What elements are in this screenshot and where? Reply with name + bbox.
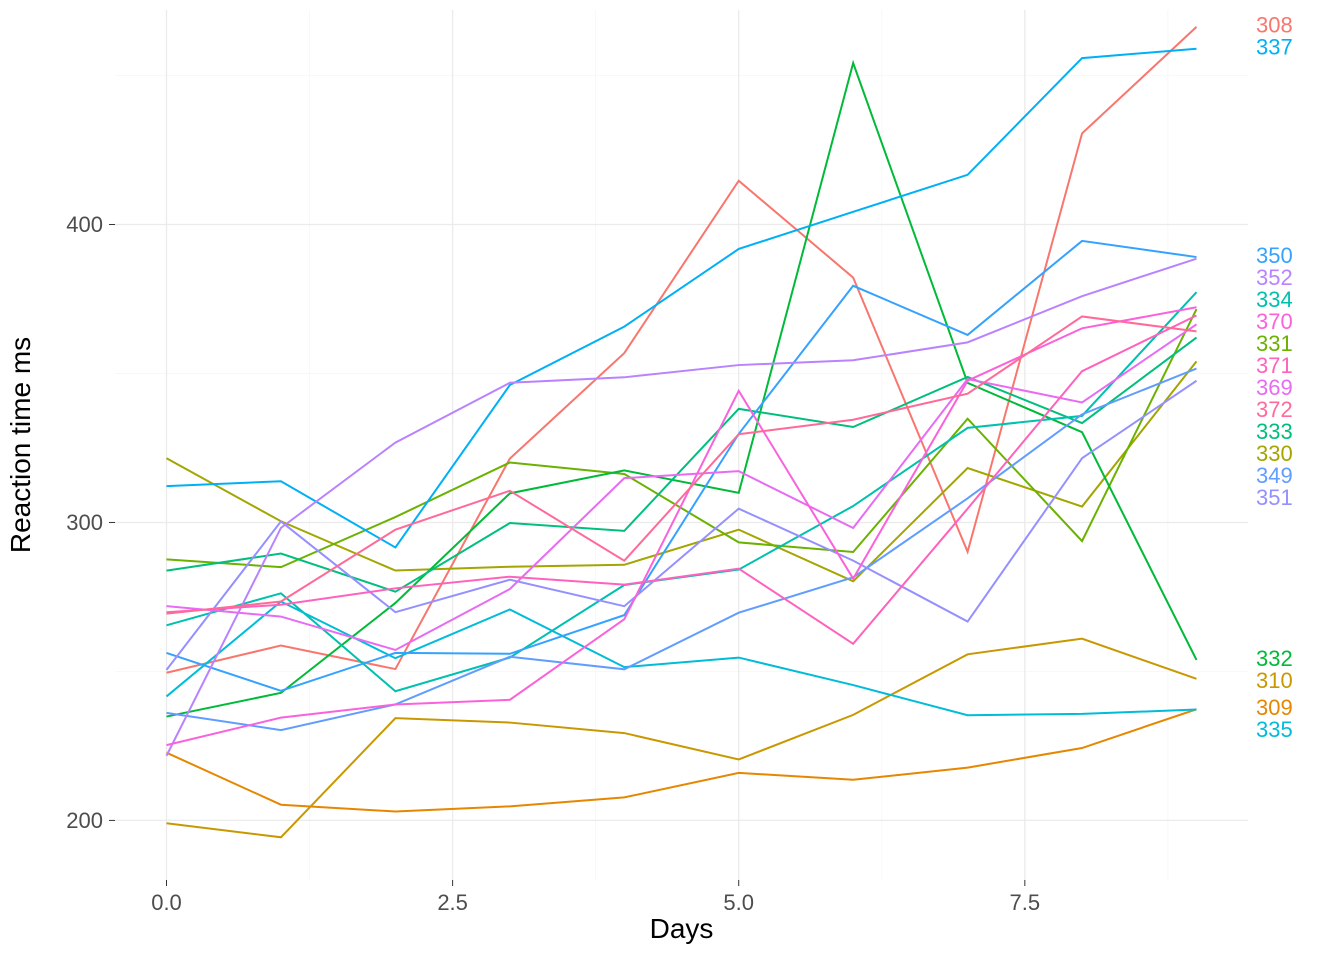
series-endlabel: 310 (1256, 668, 1293, 693)
x-tick-label: 5.0 (723, 890, 754, 915)
y-axis-label: Reaction time ms (5, 337, 36, 553)
x-axis-label: Days (650, 913, 714, 944)
series-endlabel: 337 (1256, 35, 1293, 60)
x-tick-label: 2.5 (437, 890, 468, 915)
y-tick-label: 200 (66, 808, 103, 833)
reaction-time-chart: 3083373503523343703313713693723333303493… (0, 0, 1344, 960)
y-tick-label: 300 (66, 510, 103, 535)
y-tick-label: 400 (66, 212, 103, 237)
x-tick-label: 7.5 (1010, 890, 1041, 915)
x-tick-label: 0.0 (151, 890, 182, 915)
plot-panel (115, 10, 1248, 880)
series-endlabel: 351 (1256, 485, 1293, 510)
series-endlabel: 335 (1256, 717, 1293, 742)
